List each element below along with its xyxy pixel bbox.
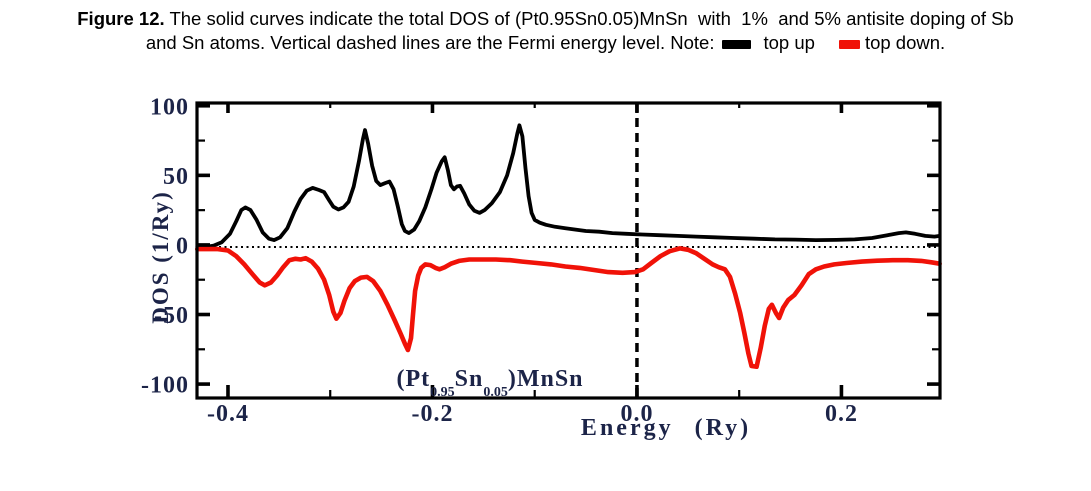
legend-swatch-top-down: [838, 39, 860, 49]
caption-line2-text: and Sn atoms. Vertical dashed lines are …: [145, 32, 715, 53]
formula-sub1: 0.95: [430, 384, 455, 400]
legend-label-top-up: top up: [763, 32, 815, 53]
curve-top-down: [195, 246, 942, 370]
caption-line-2: and Sn atoms. Vertical dashed lines are …: [0, 31, 1091, 55]
y-axis-title: DOS (1/Ry): [148, 190, 173, 324]
caption-line-1: Figure 12. The solid curves indicate the…: [0, 7, 1091, 31]
x-tick-label: 0.0: [620, 401, 653, 427]
y-tick-label: -50: [154, 303, 189, 329]
y-tick-label: -100: [141, 373, 189, 399]
legend-label-top-down: top down.: [864, 32, 946, 53]
y-tick-label: 0: [176, 233, 189, 259]
y-tick-label: 100: [150, 94, 189, 120]
curve-top-up: [195, 123, 942, 249]
formula-suffix: )MnSn: [507, 366, 584, 392]
y-tick-label: 50: [163, 164, 189, 190]
plot-frame: [195, 101, 942, 400]
figure-number-label: Figure 12.: [77, 8, 165, 29]
x-tick-label: 0.2: [825, 401, 858, 427]
formula-sub2: 0.05: [483, 384, 508, 400]
sample-annotation: (Pt0.95Sn0.05)MnSn: [396, 366, 584, 400]
x-axis-title: Energy (Ry): [580, 415, 752, 441]
formula-prefix: (Pt: [396, 366, 431, 392]
legend-swatch-top-up: [721, 39, 751, 49]
x-tick-label: -0.4: [207, 401, 249, 427]
caption-line1-text: The solid curves indicate the total DOS …: [164, 8, 1014, 29]
formula-mid: Sn: [454, 366, 484, 392]
x-tick-label: -0.2: [411, 401, 453, 427]
figure-caption: Figure 12. The solid curves indicate the…: [0, 7, 1091, 55]
